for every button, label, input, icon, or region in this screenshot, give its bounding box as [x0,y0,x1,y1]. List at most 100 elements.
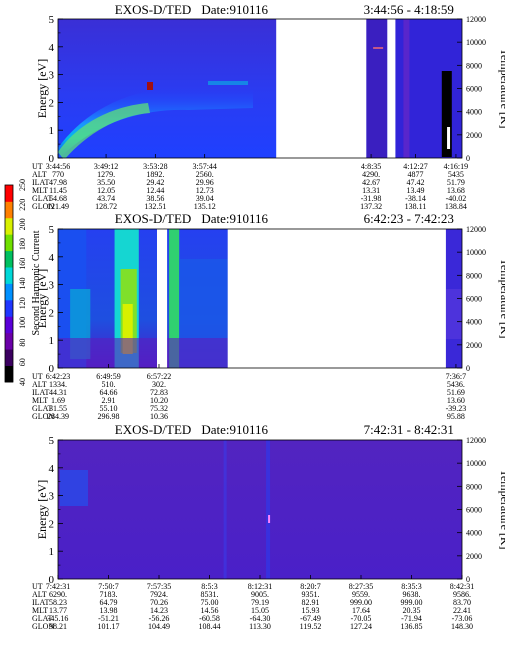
y-tick-label: 3 [49,491,55,503]
mid-block [366,19,388,158]
orbit-value: 101.17 [98,622,120,631]
orbit-value: 75.00 [201,598,219,607]
orbit-value: 1.69 [51,396,65,405]
orbit-value: 9005. [251,590,269,599]
colorbar-tick-label: 160 [18,258,27,270]
orbit-value: 4:12:27 [403,162,427,171]
orbit-value: 108.44 [199,622,221,631]
orbit-value: 13.60 [447,396,465,405]
orbit-value: 8:27:35 [349,582,373,591]
panel-time-range: 3:44:56 - 4:18:59 [364,2,454,17]
orbit-value: 15.93 [302,606,320,615]
orbit-value: 22.41 [453,606,471,615]
orbit-value: 13.77 [49,606,67,615]
y2-tick-label: 2000 [466,552,482,561]
orbit-value: 3:44:56 [46,162,70,171]
orbit-value: 2560. [196,170,214,179]
y2-tick-label: 4000 [466,529,482,538]
y2-tick-label: 12000 [466,436,486,445]
orbit-value: 3:49:12 [94,162,118,171]
orbit-value: 5435 [448,170,464,179]
vertical-streak [223,440,227,579]
orbit-value: 6290. [49,590,67,599]
y-tick-label: 2 [49,518,55,530]
orbit-value: 12.44 [146,186,164,195]
y-tick-label: 1 [49,546,55,558]
orbit-value: 82.91 [302,598,320,607]
y2-tick-label: 10000 [466,459,486,468]
y2-tick-label: 10000 [466,248,486,257]
orbit-value: 10.36 [150,412,168,421]
y2-tick-label: 0 [466,575,470,584]
orbit-value: 7:36:7 [446,372,466,381]
y-tick-label: 5 [49,14,55,26]
y-tick-label: 4 [49,463,55,475]
panel-date: Date:910116 [201,2,268,17]
orbit-value: 47.42 [407,178,425,187]
orbit-value: 4877 [408,170,424,179]
orbit-value: -56.26 [149,614,170,623]
orbit-value: 72.83 [150,388,168,397]
colorbar: 40 60 80 100 120 140 160 180 200 220 250 Second Ha… [4,179,42,386]
cyan-streak [208,81,248,85]
orbit-row-label: ALT [32,170,47,179]
orbit-value: 2.91 [102,396,116,405]
orbit-value: 137.32 [360,202,382,211]
colorbar-cell [5,299,13,317]
orbit-value: 4:16:19 [444,162,468,171]
orbit-value: 4:8:35 [361,162,381,171]
orbit-value: 11.45 [49,186,67,195]
orbit-value: 132.51 [144,202,166,211]
orbit-value: 31.55 [49,404,67,413]
y-tick-label: 4 [49,42,55,54]
y2-tick-label: 6000 [466,295,482,304]
orbit-value: 148.30 [451,622,473,631]
red-spot [147,82,153,90]
orbit-value: 128.72 [95,202,117,211]
orbit-value: -70.05 [351,614,372,623]
orbit-value: 8531. [201,590,219,599]
colorbar-cell [5,332,13,350]
orbit-value: 51.79 [447,178,465,187]
orbit-value: 1892. [146,170,164,179]
panel-date: Date:910116 [201,211,268,226]
panel-title: EXOS-D/TED [115,422,192,437]
right-strip-light [445,289,462,339]
orbit-value: 8:5:3 [201,582,217,591]
orbit-value: 64.66 [100,388,118,397]
colorbar-cell [5,217,13,235]
orbit-value: 8:20:7 [300,582,320,591]
orbit-value: 12.05 [97,186,115,195]
y2-tick-label: 0 [466,364,470,373]
orbit-value: 13.98 [100,606,118,615]
orbit-value: 4290. [362,170,380,179]
y2-tick-label: 4000 [466,108,482,117]
panel-3: EXOS-D/TED Date:910116 7:42:31 - 8:42:31 0 1… [32,422,505,631]
white-marker [447,127,451,149]
orbit-value: 510. [102,380,116,389]
orbit-value: 8:42:31 [450,582,474,591]
orbit-row-label: GLAT [32,614,53,623]
orbit-value: -60.58 [199,614,220,623]
panel-time-range: 6:42:23 - 7:42:23 [364,211,454,226]
orbit-value: 17.64 [352,606,370,615]
orbit-row-label: UT [32,582,43,591]
orbit-value: 98.21 [49,622,67,631]
y-tick-label: 0 [49,363,55,375]
orbit-value: 3:53:28 [143,162,167,171]
orbit-value: 1334. [49,380,67,389]
orbit-value: 42.67 [362,178,380,187]
orbit-value: 8:12:31 [248,582,272,591]
orbit-value: 296.98 [98,412,120,421]
orbit-value: 70.26 [150,598,168,607]
orbit-value: 10.20 [150,396,168,405]
orbit-value: -64.30 [250,614,271,623]
y2-tick-label: 10000 [466,38,486,47]
orbit-value: 13.49 [407,186,425,195]
orbit-value: 119.52 [300,622,322,631]
colorbar-cell [5,185,13,202]
colorbar-tick-label: 80 [18,339,27,347]
orbit-row-label: UT [32,162,43,171]
panel-time-range: 7:42:31 - 8:42:31 [364,422,454,437]
orbit-value: 121.49 [47,202,69,211]
